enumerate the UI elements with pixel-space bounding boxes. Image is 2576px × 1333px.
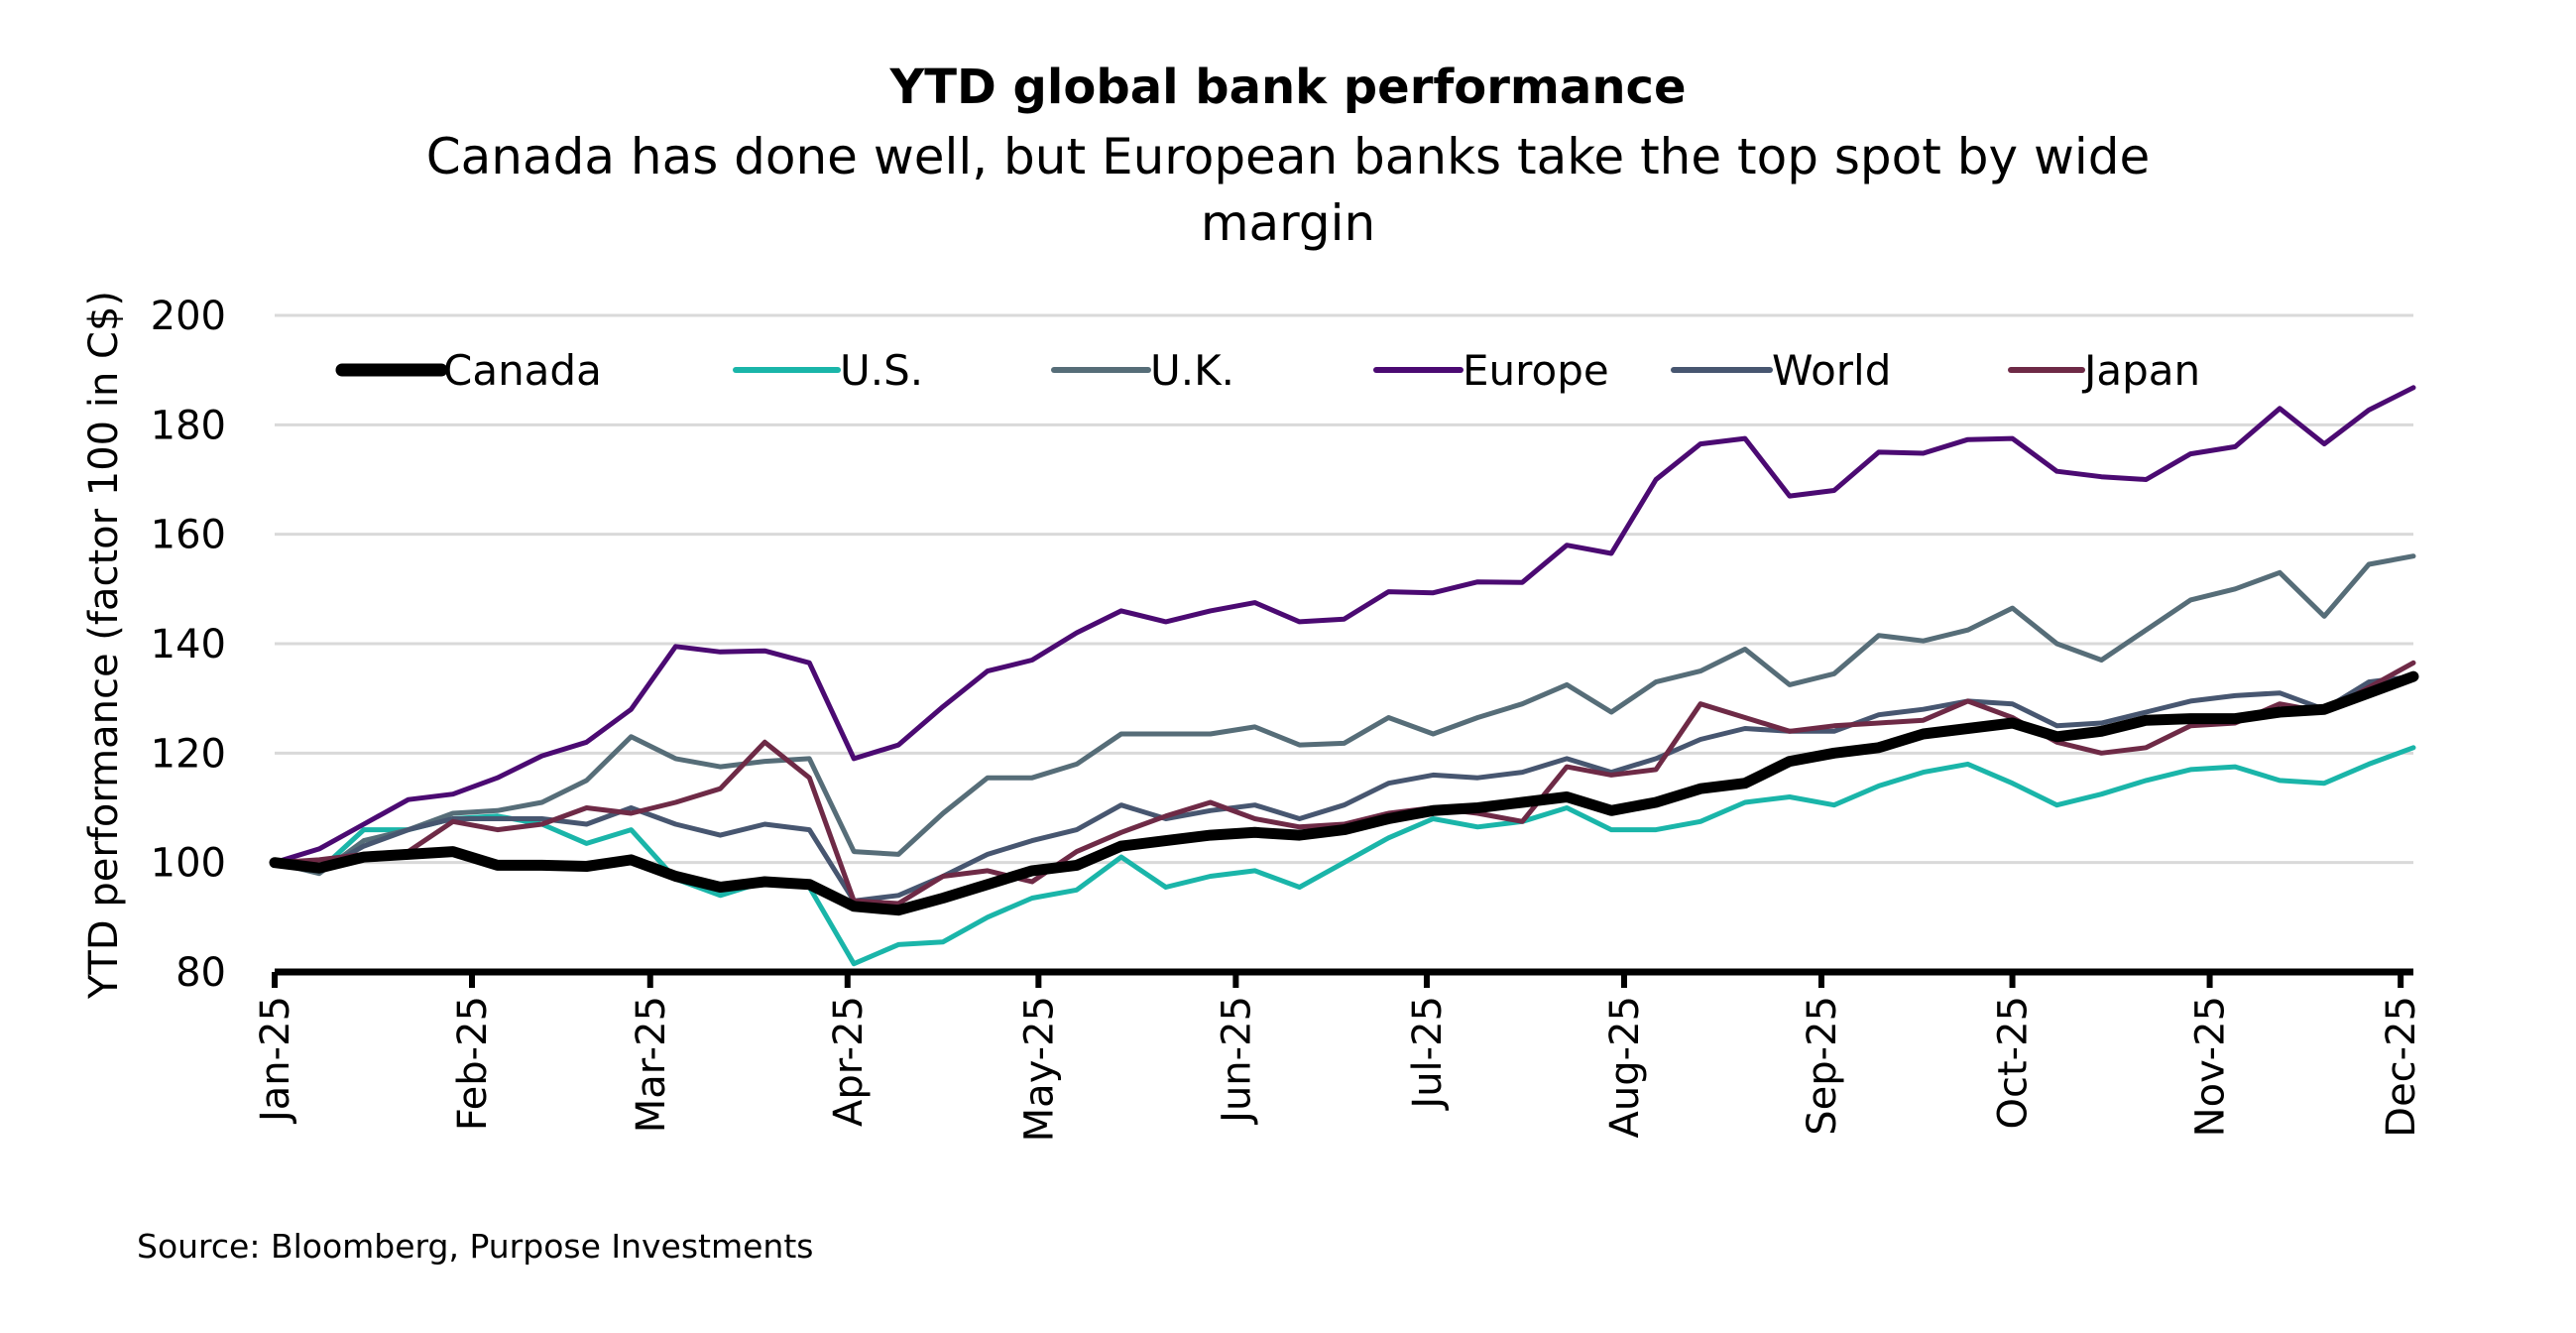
series-lines	[269, 385, 2419, 967]
x-tick-label: Jul-25	[1405, 996, 1451, 1112]
legend-label: Japan	[2081, 346, 2200, 395]
y-tick-label: 80	[176, 950, 226, 996]
chart-subtitle-line-2: margin	[1201, 194, 1375, 252]
chart-title: YTD global bank performance	[888, 60, 1686, 115]
x-tick-label: Sep-25	[1800, 996, 1845, 1136]
legend-label: Europe	[1463, 346, 1609, 395]
x-tick-label: May-25	[1016, 996, 1062, 1142]
y-tick-label: 180	[151, 403, 226, 448]
y-tick-label: 160	[151, 513, 226, 558]
legend-label: World	[1772, 346, 1891, 395]
chart-subtitle-line-1: Canada has done well, but European banks…	[426, 128, 2151, 185]
series-line-europe	[272, 385, 2416, 866]
y-tick-label: 120	[151, 731, 226, 777]
x-tick-label: Nov-25	[2188, 996, 2234, 1137]
x-tick-label: Jan-25	[253, 996, 298, 1125]
x-tick-label: Feb-25	[450, 996, 496, 1131]
series-line-canada	[269, 670, 2419, 916]
source-note: Source: Bloomberg, Purpose Investments	[137, 1227, 813, 1266]
x-tick-label: Apr-25	[826, 996, 872, 1127]
series-line-world	[272, 673, 2416, 904]
y-tick-label: 140	[151, 622, 226, 667]
legend-label: U.K.	[1150, 346, 1234, 395]
legend-label: Canada	[443, 346, 602, 395]
legend-label: U.S.	[840, 346, 923, 395]
x-tick-label: Mar-25	[629, 996, 674, 1133]
series-line-uk	[272, 553, 2416, 877]
legend: Canada U.S. U.K. Europe World Japan	[335, 346, 2200, 395]
x-axis: Jan-25 Feb-25 Mar-25 Apr-25 May-25 Jun-25 Jul-…	[253, 968, 2424, 1142]
x-tick-label: Oct-25	[1991, 996, 2037, 1130]
y-tick-label: 100	[151, 841, 226, 887]
gridlines	[275, 313, 2413, 865]
x-tick-label: Jun-25	[1214, 996, 1259, 1126]
x-tick-label: Dec-25	[2379, 996, 2424, 1138]
y-axis-label: YTD performance (factor 100 in C$)	[81, 291, 127, 1000]
x-tick-label: Aug-25	[1602, 996, 1648, 1138]
series-line-us	[272, 745, 2416, 967]
y-axis-ticks: 80 100 120 140 160 180 200	[151, 294, 226, 996]
y-tick-label: 200	[151, 294, 226, 339]
